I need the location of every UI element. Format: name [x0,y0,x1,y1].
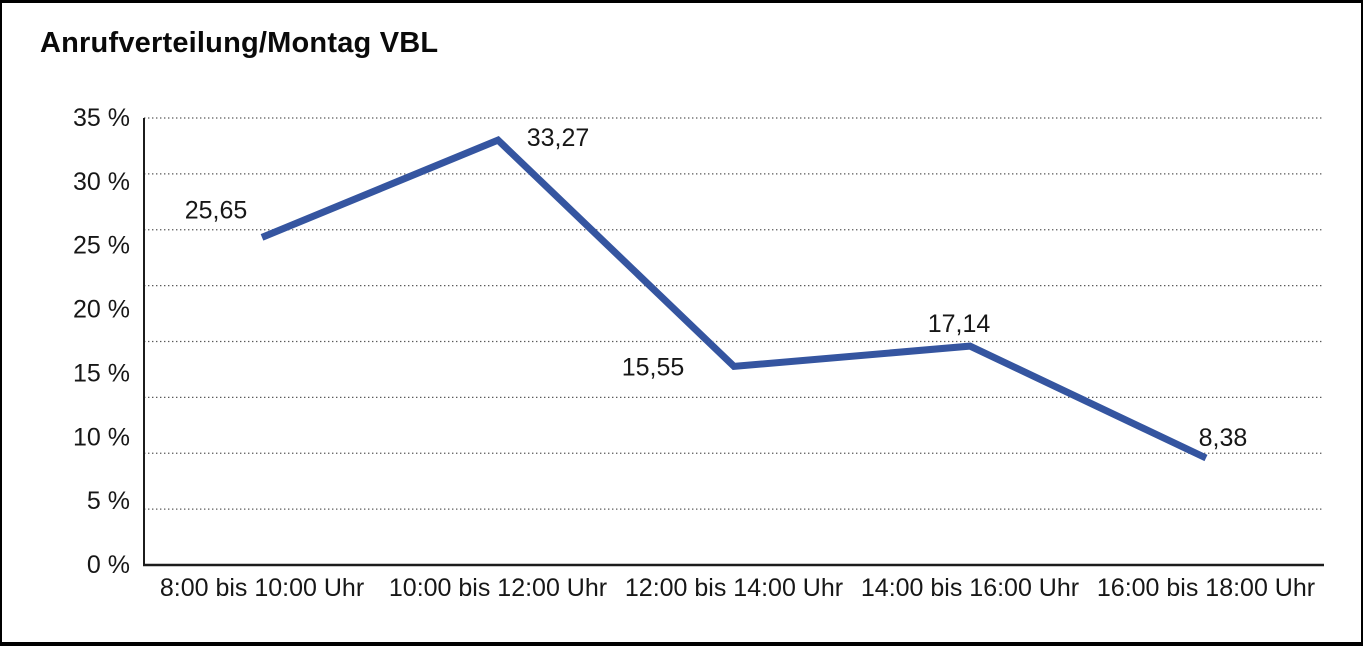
y-axis-tick-label: 35 % [73,104,130,132]
y-axis-tick-label: 25 % [73,232,130,260]
x-axis-tick-label: 14:00 bis 16:00 Uhr [861,574,1079,602]
y-axis-tick-label: 20 % [73,296,130,324]
series-line [260,135,1208,462]
data-point-label: 15,55 [622,353,685,381]
data-point-label: 33,27 [527,124,590,152]
x-axis-tick-label: 12:00 bis 14:00 Uhr [625,574,843,602]
y-axis-tick-label: 15 % [73,359,130,387]
y-axis-tick-label: 10 % [73,423,130,451]
data-point-label: 17,14 [928,310,991,338]
y-axis-tick-labels: 35 % 30 % 25 % 20 % 15 % 10 % 5 % 0 % [73,104,130,579]
x-axis-tick-label: 8:00 bis 10:00 Uhr [160,574,364,602]
gridlines [144,117,1324,510]
line-chart: 35 % 30 % 25 % 20 % 15 % 10 % 5 % 0 % 8:00 bis … [73,104,1324,602]
x-axis-tick-label: 16:00 bis 18:00 Uhr [1097,574,1315,602]
data-point-label: 8,38 [1199,424,1248,452]
data-labels: 25,65 33,27 15,55 17,14 8,38 [185,124,1248,452]
chart-title: Anrufverteilung/Montag VBL [40,27,439,59]
data-point-label: 25,65 [185,196,248,224]
y-axis-tick-label: 5 % [87,487,130,515]
x-axis-tick-label: 10:00 bis 12:00 Uhr [389,574,607,602]
y-axis-tick-label: 30 % [73,168,130,196]
y-axis-tick-label: 0 % [87,551,130,579]
x-axis-tick-labels: 8:00 bis 10:00 Uhr 10:00 bis 12:00 Uhr 12:… [160,574,1315,602]
data-series [260,135,1208,462]
axes [143,118,1324,567]
